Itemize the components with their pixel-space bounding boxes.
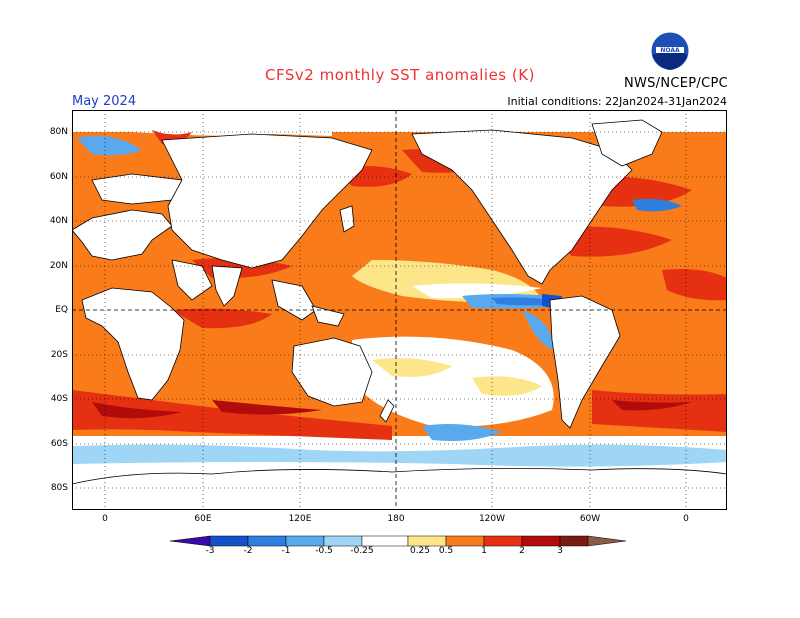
lon-label-120w: 120W [478, 514, 506, 524]
lat-label-20s: 20S [50, 350, 68, 360]
colorbar-label-1: 1 [481, 546, 487, 556]
logo-text: NOAA [660, 47, 680, 54]
colorbar-seg-9 [521, 535, 561, 547]
lon-label-60w: 60W [579, 514, 601, 524]
lat-label-20n: 20N [49, 261, 68, 271]
colorbar-label-m05: -0.5 [315, 546, 333, 556]
map-frame [72, 110, 727, 510]
colorbar-seg-11 [587, 535, 627, 547]
colorbar-seg-6 [407, 535, 447, 547]
lat-label-80s: 80S [50, 483, 68, 493]
lon-label-120e: 120E [288, 514, 312, 524]
colorbar-seg-1 [209, 535, 249, 547]
colorbar-seg-8 [483, 535, 523, 547]
colorbar-label-3: 3 [557, 546, 563, 556]
colorbar-label-m1: -1 [281, 546, 291, 556]
colorbar-label-2: 2 [519, 546, 525, 556]
lon-label-60e: 60E [194, 514, 212, 524]
colorbar-label-05: 0.5 [438, 546, 454, 556]
colorbar-label-025: 0.25 [409, 546, 431, 556]
colorbar-label-m2: -2 [243, 546, 253, 556]
colorbar-label-m3: -3 [205, 546, 215, 556]
lat-label-eq: EQ [55, 305, 68, 315]
lat-label-40n: 40N [49, 216, 68, 226]
lat-label-40s: 40S [50, 394, 68, 404]
lon-label-180: 180 [387, 514, 405, 524]
agency-label: NWS/NCEP/CPC [623, 76, 728, 91]
colorbar-seg-4 [323, 535, 363, 547]
lat-label-80n: 80N [49, 127, 68, 137]
colorbar-seg-0 [170, 535, 211, 547]
lon-label-0-right: 0 [683, 514, 689, 524]
noaa-logo: NOAA [650, 31, 690, 71]
colorbar-seg-7 [445, 535, 485, 547]
colorbar-seg-5 [361, 535, 409, 547]
colorbar-seg-10 [559, 535, 589, 547]
chart-title: CFSv2 monthly SST anomalies (K) [265, 66, 535, 84]
lat-label-60n: 60N [49, 172, 68, 182]
lat-label-60s: 60S [50, 439, 68, 449]
lon-label-0: 0 [102, 514, 108, 524]
sst-anomaly-map [72, 110, 727, 510]
initial-conditions: Initial conditions: 22Jan2024-31Jan2024 [507, 95, 727, 108]
colorbar-seg-2 [247, 535, 287, 547]
land-masses [72, 119, 727, 510]
colorbar [170, 535, 627, 547]
colorbar-label-m025: -0.25 [350, 546, 374, 556]
colorbar-seg-3 [285, 535, 325, 547]
forecast-month: May 2024 [72, 94, 137, 109]
